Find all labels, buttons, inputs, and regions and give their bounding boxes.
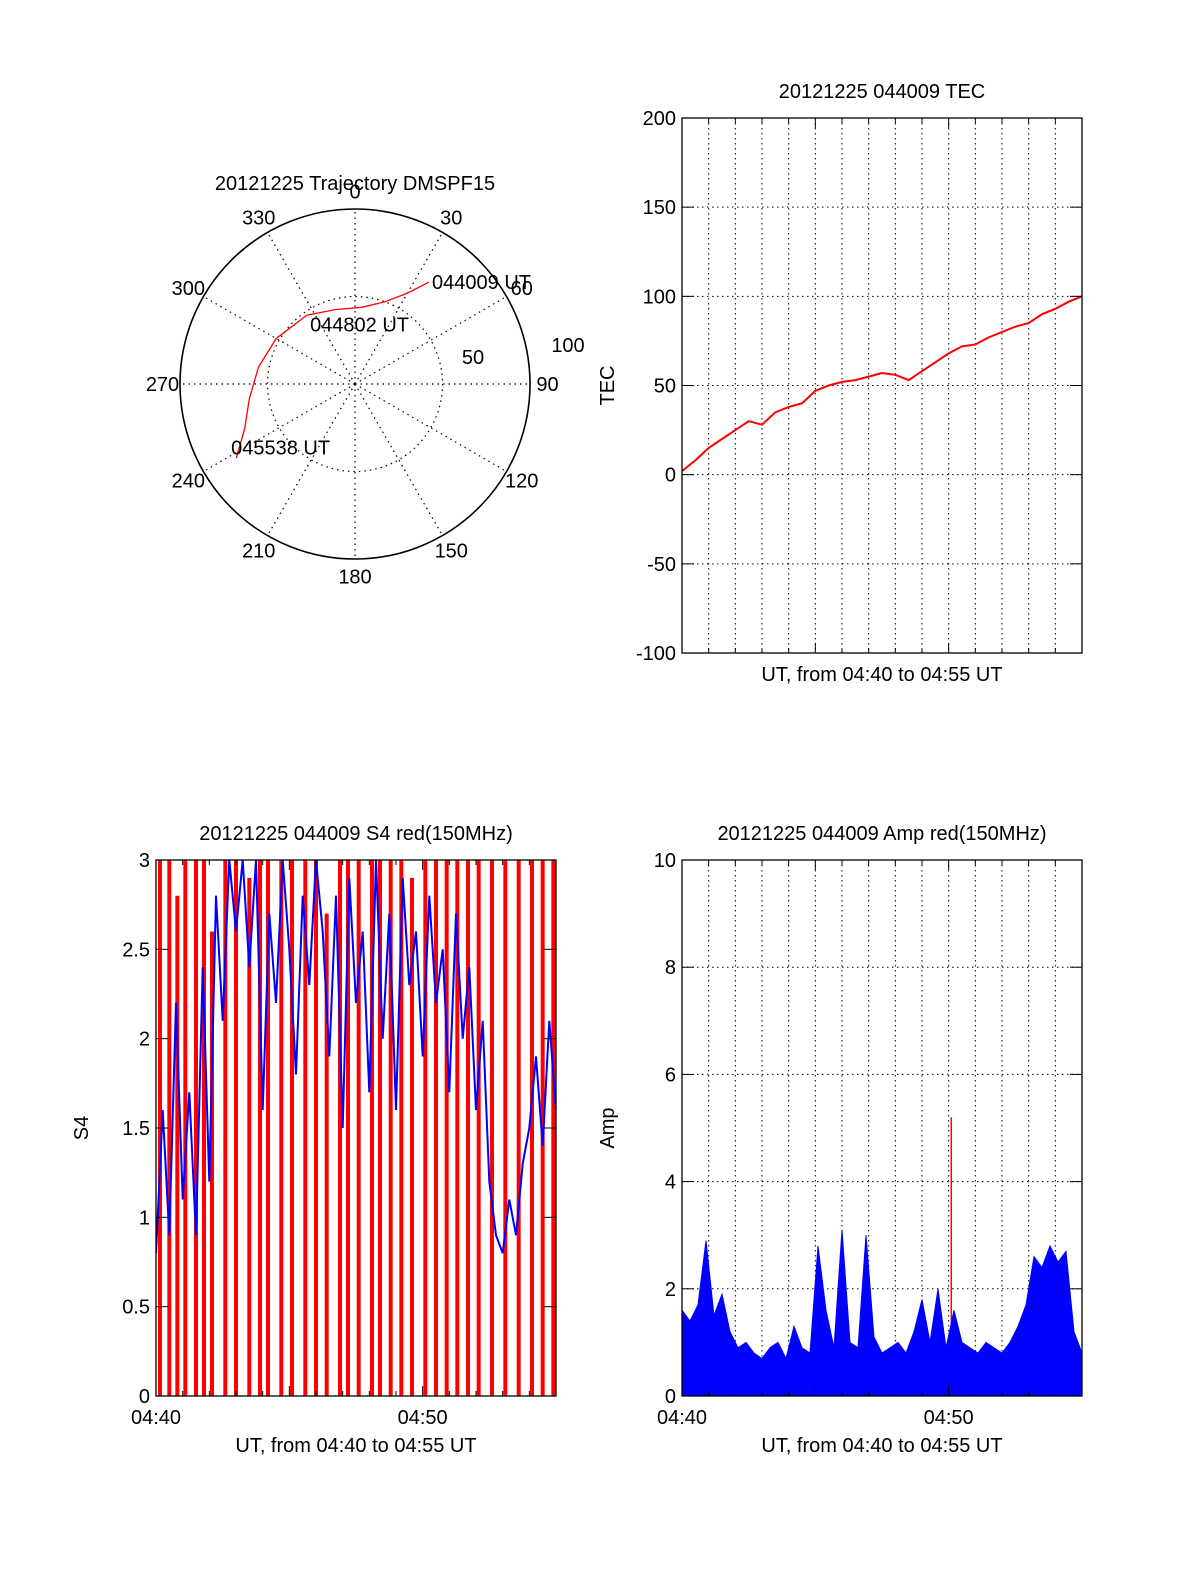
amp-panel: 20121225 044009 Amp red(150MHz) 0 2 4 6 8 10 04… [597, 823, 1083, 1457]
trajectory-annotation: 044009 UT [432, 272, 531, 294]
y-tick-label: 6 [665, 1064, 676, 1086]
y-tick-label: 0 [665, 1386, 676, 1408]
series-group [682, 1117, 1082, 1396]
polar-outer-ring [179, 208, 531, 560]
series-line-blue [156, 860, 556, 1254]
polar-spoke [266, 232, 356, 385]
y-tick-label: 0 [665, 465, 676, 487]
y-tick-label: 1.5 [122, 1118, 150, 1140]
trajectory-line [235, 281, 430, 459]
y-tick-label: 150 [643, 197, 676, 219]
trajectory-annotation: 044802 UT [310, 315, 409, 337]
azimuth-label: 60 [511, 278, 533, 300]
trajectory-title: 20121225 Trajectory DMSPF15 [215, 173, 495, 195]
y-tick-label: 3 [139, 850, 150, 872]
zenith-ring [266, 295, 444, 473]
x-axis-label: UT, from 04:40 to 04:55 UT [761, 664, 1002, 686]
panel-title: 20121225 044009 TEC [779, 81, 985, 103]
x-axis-label: UT, from 04:40 to 04:55 UT [761, 1435, 1002, 1457]
azimuth-label: 270 [146, 374, 179, 396]
polar-spoke [354, 383, 507, 473]
y-tick-label: 100 [643, 286, 676, 308]
y-tick-label: 200 [643, 108, 676, 130]
azimuth-label: 150 [435, 541, 468, 563]
polar-spoke [354, 383, 444, 536]
x-axis-label: UT, from 04:40 to 04:55 UT [235, 1435, 476, 1457]
x-tick-label: 04:40 [131, 1407, 181, 1429]
y-axis-label: Amp [597, 1107, 619, 1148]
y-axis-label: TEC [597, 366, 619, 406]
azimuth-label: 30 [440, 207, 462, 229]
azimuth-label: 210 [242, 541, 275, 563]
series-group [682, 295, 1082, 472]
azimuth-label: 330 [242, 207, 275, 229]
s4-panel: 20121225 044009 S4 red(150MHz) 0 0.5 1 1.5 2 2… [71, 823, 557, 1457]
azimuth-label: 120 [505, 470, 538, 492]
y-tick-label: 0 [139, 1386, 150, 1408]
y-axis-label: S4 [71, 1116, 93, 1140]
plot-frame [155, 859, 557, 1397]
y-tick-label: -100 [636, 643, 676, 665]
x-tick-label: 04:50 [924, 1407, 974, 1429]
series-line-red [682, 295, 1082, 472]
tec-panel: 20121225 044009 TEC -100 -50 0 50 100 150 200 UT… [597, 81, 1083, 686]
panel-title: 20121225 044009 S4 red(150MHz) [199, 823, 513, 845]
y-tick-label: 2.5 [122, 939, 150, 961]
ring-label: 100 [551, 335, 584, 357]
y-tick-label: 2 [665, 1279, 676, 1301]
azimuth-label: 0 [349, 182, 360, 204]
x-tick-label: 04:40 [657, 1407, 707, 1429]
y-tick-label: 50 [654, 376, 676, 398]
y-tick-label: 1 [139, 1207, 150, 1229]
y-tick-label: 8 [665, 957, 676, 979]
azimuth-label: 300 [172, 278, 205, 300]
azimuth-label: 90 [536, 374, 558, 396]
y-tick-label: 0.5 [122, 1297, 150, 1319]
y-tick-label: 4 [665, 1172, 676, 1194]
panel-title: 20121225 044009 Amp red(150MHz) [717, 823, 1046, 845]
series-blue-area [682, 1229, 1082, 1396]
y-tick-label: 2 [139, 1029, 150, 1051]
ring-label: 50 [462, 347, 484, 369]
series-group [156, 860, 556, 1396]
azimuth-label: 180 [338, 567, 371, 589]
polar-spoke [266, 383, 356, 536]
y-tick-label: 10 [654, 850, 676, 872]
polar-spoke [354, 295, 507, 385]
plot-frame [681, 859, 1083, 1397]
y-tick-label: -50 [647, 554, 676, 576]
trajectory-annotation: 045538 UT [231, 438, 330, 460]
azimuth-label: 240 [172, 470, 205, 492]
x-tick-label: 04:50 [398, 1407, 448, 1429]
